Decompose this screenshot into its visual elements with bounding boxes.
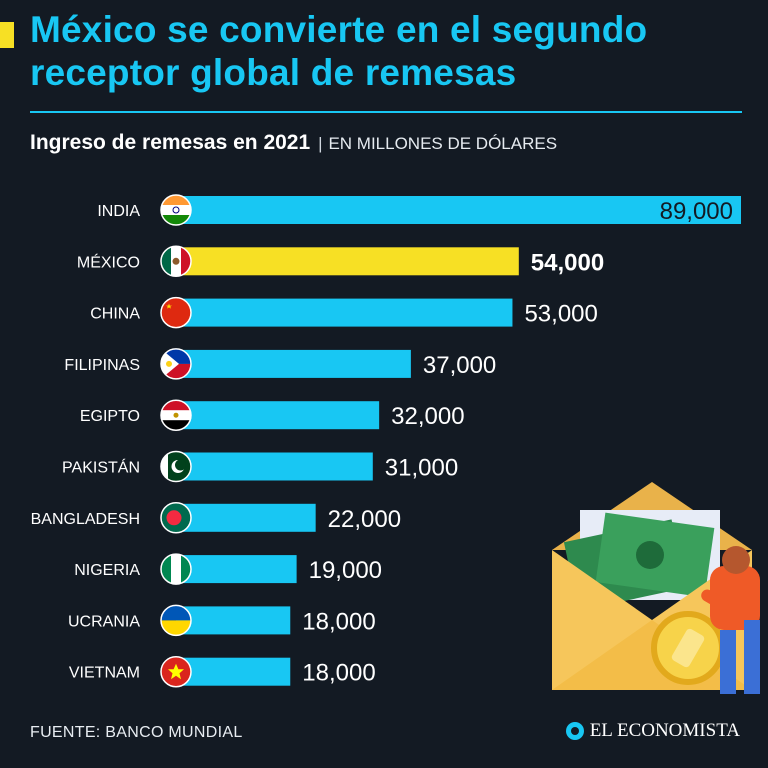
value-label: 18,000	[302, 660, 375, 687]
bar-8	[176, 606, 291, 635]
value-label: 22,000	[328, 506, 401, 533]
bar-7	[176, 555, 297, 584]
bar-0	[176, 196, 741, 224]
bar-2	[176, 298, 513, 327]
bar-chart: INDIA 89,000 MÉXICO 54,000 CHINA 53,000 FILIPI…	[31, 194, 741, 688]
china-flag-icon	[160, 296, 192, 329]
bar-1	[176, 247, 519, 276]
value-label: 54,000	[531, 249, 604, 276]
unit-label: EN MILLONES DE DÓLARES	[328, 134, 558, 153]
category-label: MÉXICO	[77, 252, 140, 271]
category-label: VIETNAM	[69, 665, 140, 682]
value-label: 37,000	[423, 352, 496, 379]
egypt-flag-icon	[160, 399, 192, 431]
india-flag-icon	[160, 194, 192, 226]
bar-5	[176, 452, 373, 481]
bar-3	[176, 349, 411, 378]
nigeria-flag-icon	[160, 553, 192, 585]
subtitle-text: Ingreso de remesas en 2021	[30, 131, 311, 154]
category-label: PAKISTÁN	[62, 458, 140, 477]
bar-4	[176, 401, 380, 430]
value-label: 18,000	[302, 608, 375, 635]
brand-logo-icon	[565, 722, 584, 740]
title-accent-bar	[0, 22, 14, 48]
money-envelope-illustration	[552, 482, 760, 694]
value-label: 31,000	[385, 455, 458, 482]
category-label: FILIPINAS	[64, 357, 140, 374]
category-label: EGIPTO	[80, 408, 140, 425]
page-title: México se convierte en el segundo recept…	[30, 9, 648, 93]
title-divider	[30, 111, 742, 113]
bangladesh-flag-icon	[160, 502, 192, 534]
pakistan-flag-icon	[160, 450, 192, 483]
philippines-flag-icon	[160, 348, 192, 380]
category-label: UCRANIA	[68, 613, 140, 630]
value-label: 19,000	[309, 557, 382, 584]
category-label: BANGLADESH	[31, 511, 140, 528]
source-note: FUENTE: BANCO MUNDIAL	[30, 724, 243, 741]
bar-6	[176, 503, 316, 532]
value-label: 89,000	[660, 198, 733, 225]
brand-logo: EL ECONOMISTA	[565, 720, 740, 742]
ukraine-flag-icon	[160, 604, 192, 637]
category-label: NIGERIA	[74, 562, 140, 579]
bar-9	[176, 657, 291, 686]
vietnam-flag-icon	[160, 655, 192, 688]
subtitle-separator: |	[318, 134, 323, 153]
value-label: 53,000	[524, 301, 597, 328]
category-label: INDIA	[97, 203, 140, 220]
value-label: 32,000	[391, 403, 464, 430]
category-label: CHINA	[90, 306, 140, 323]
chart-subtitle: Ingreso de remesas en 2021 | EN MILLONES …	[30, 131, 557, 155]
mexico-flag-icon	[160, 245, 192, 278]
brand-name: EL ECONOMISTA	[589, 720, 740, 741]
